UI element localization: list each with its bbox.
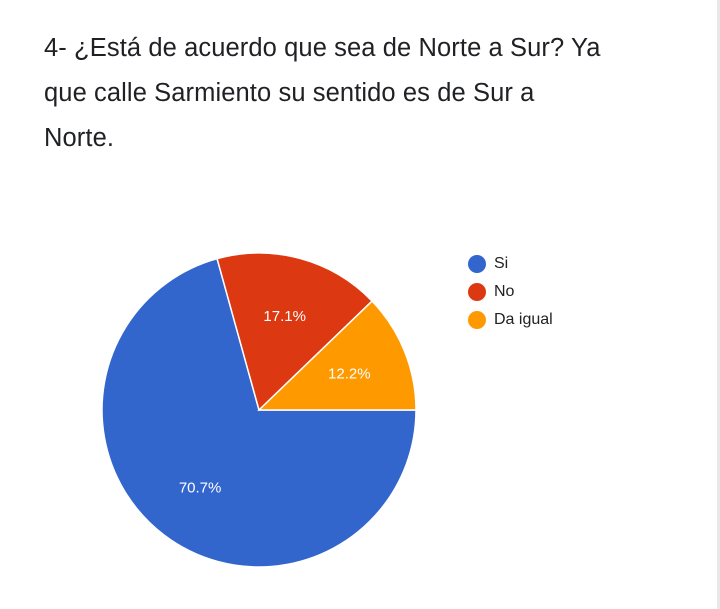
slice-label-si: 70.7% bbox=[179, 480, 222, 497]
legend-swatch-da-igual bbox=[468, 311, 486, 329]
legend-item-no[interactable]: No bbox=[468, 278, 553, 306]
legend-label-no: No bbox=[494, 283, 515, 300]
legend-swatch-si bbox=[468, 255, 486, 273]
legend-label-si: Si bbox=[494, 255, 509, 272]
legend-swatch-no bbox=[468, 283, 486, 301]
question-title: 4- ¿Está de acuerdo que sea de Norte a S… bbox=[44, 34, 601, 152]
slice-label-no: 17.1% bbox=[263, 308, 306, 325]
legend-label-da-igual: Da igual bbox=[494, 311, 553, 328]
pie-slice-no[interactable] bbox=[216, 252, 374, 412]
card-divider bbox=[717, 0, 720, 609]
slice-label-da-igual: 12.2% bbox=[328, 366, 371, 383]
pie-slice-da-igual[interactable] bbox=[257, 300, 417, 411]
legend-item-da-igual[interactable]: Da igual bbox=[468, 306, 553, 334]
legend-item-si[interactable]: Si bbox=[468, 250, 553, 278]
chart-legend: Si No Da igual bbox=[468, 250, 553, 334]
pie-slice-si[interactable] bbox=[101, 257, 417, 568]
